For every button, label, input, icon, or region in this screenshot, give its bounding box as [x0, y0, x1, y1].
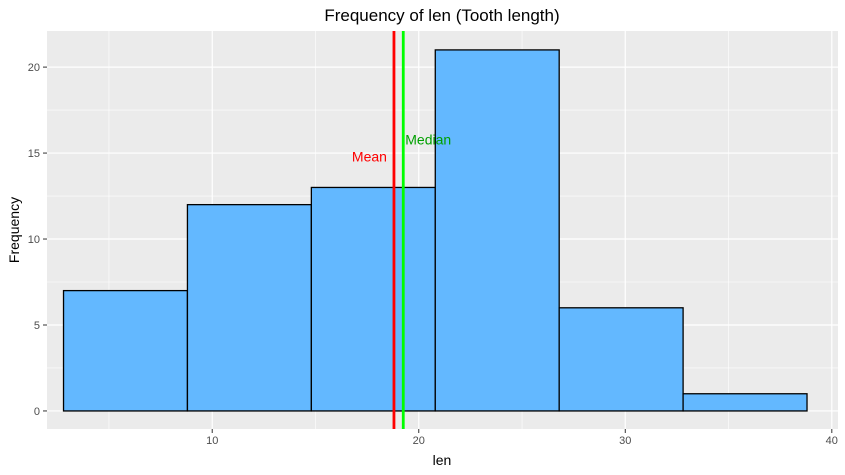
axis-ticks: 10 20 30 40 0 5 10 15 20 [28, 62, 838, 447]
histogram-bar [310, 186, 436, 412]
y-axis-title: Frequency [6, 197, 22, 263]
x-tick-label: 20 [413, 435, 425, 447]
x-tick-label: 10 [206, 435, 218, 447]
x-tick-label: 40 [826, 435, 838, 447]
y-tick-label: 15 [28, 148, 40, 160]
median-label: Median [405, 131, 451, 147]
x-axis-title: len [433, 452, 452, 468]
y-tick-label: 10 [28, 234, 40, 246]
histogram-bar [434, 49, 560, 412]
histogram-bar [558, 307, 684, 412]
histogram-bar [62, 289, 189, 412]
y-tick-label: 5 [34, 320, 40, 332]
histogram-bar [186, 203, 313, 412]
reference-lines: Mean Median [352, 31, 451, 429]
chart-title: Frequency of len (Tooth length) [324, 6, 559, 25]
y-tick-label: 0 [34, 406, 40, 418]
mean-label: Mean [352, 149, 387, 165]
histogram-bar [682, 393, 808, 412]
y-tick-label: 20 [28, 62, 40, 74]
x-tick-label: 30 [619, 435, 631, 447]
bars [62, 49, 808, 412]
